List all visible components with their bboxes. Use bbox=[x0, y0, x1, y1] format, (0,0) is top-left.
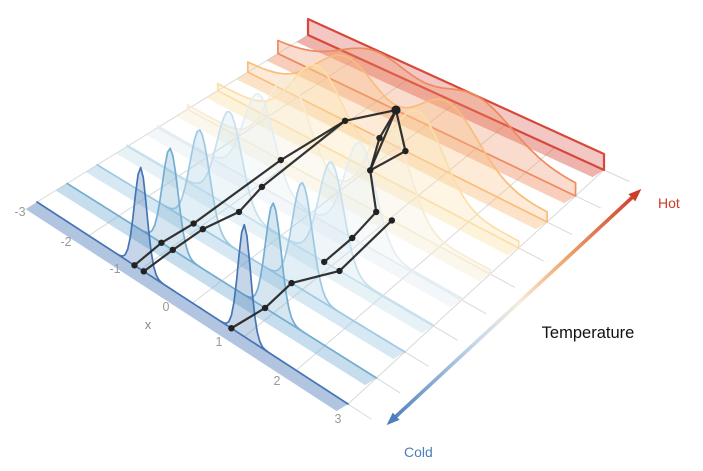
x-axis-ticks: -3 -2 -1 0 1 2 3 bbox=[14, 205, 341, 426]
ridge-shadow-t4 bbox=[146, 127, 462, 308]
trajectory-edge bbox=[369, 169, 378, 214]
ridge-shadow-t8 bbox=[266, 53, 576, 204]
x-tick-label: -3 bbox=[14, 205, 25, 219]
sample-point bbox=[158, 239, 165, 246]
x-tick-label: 1 bbox=[216, 335, 223, 349]
ridge-shadow-t0 bbox=[25, 202, 348, 412]
ridge-shadow-t7 bbox=[236, 72, 548, 230]
trajectory-edge bbox=[323, 236, 354, 264]
sample-point bbox=[190, 220, 197, 227]
trajectory-edge bbox=[133, 241, 163, 267]
trajectory-edge bbox=[290, 269, 341, 285]
sample-point bbox=[391, 105, 401, 115]
grid-column-line bbox=[347, 169, 605, 405]
hot-arrowhead-icon bbox=[628, 188, 642, 202]
sample-point bbox=[258, 183, 266, 191]
x-tick-label: -2 bbox=[60, 235, 71, 249]
grid-column-line bbox=[36, 34, 309, 203]
trajectory-edge bbox=[142, 248, 174, 273]
trajectory-edge bbox=[201, 210, 241, 231]
sample-point bbox=[320, 258, 328, 266]
trajectory-edge bbox=[171, 228, 204, 252]
trajectory-edge bbox=[237, 185, 264, 214]
hot-label: Hot bbox=[658, 195, 680, 211]
sample-point bbox=[402, 147, 409, 155]
axis-labels: x Temperature Hot Cold bbox=[145, 195, 680, 460]
sample-point bbox=[376, 134, 383, 142]
temperature-arrow bbox=[386, 188, 642, 426]
trajectory-edge bbox=[369, 149, 407, 172]
ridge-shadow-t5 bbox=[176, 109, 491, 282]
sample-point bbox=[388, 217, 396, 224]
sample-trajectory bbox=[131, 105, 409, 332]
sample-point bbox=[235, 208, 243, 216]
sample-point bbox=[349, 234, 356, 242]
ridge-shadow-t6 bbox=[206, 90, 519, 256]
grid-column-line bbox=[295, 147, 555, 371]
trajectory-edge bbox=[160, 222, 195, 244]
ridge-shadow-t9 bbox=[296, 35, 604, 178]
sample-point bbox=[131, 262, 138, 269]
cold-arrowhead-icon bbox=[386, 412, 400, 426]
trajectory-edge bbox=[369, 108, 398, 172]
ridge-shadow-t3 bbox=[115, 146, 434, 334]
ridge-curve-t6 bbox=[216, 64, 520, 249]
ridge-shadow-t1 bbox=[55, 183, 377, 386]
temperature-axis-label: Temperature bbox=[542, 324, 635, 342]
sample-point bbox=[373, 208, 380, 216]
trajectory-edge bbox=[394, 108, 407, 153]
ridge-curve-t0 bbox=[36, 166, 349, 405]
ridge-curve-t9 bbox=[306, 17, 606, 172]
temperature-arrow-shaft bbox=[389, 191, 639, 423]
x-tick-label: 2 bbox=[274, 374, 281, 388]
sample-point bbox=[199, 225, 207, 233]
sample-point bbox=[341, 117, 349, 125]
trajectory-edge bbox=[279, 119, 347, 162]
sample-point bbox=[140, 268, 147, 275]
ridge-curve-t3 bbox=[126, 110, 435, 327]
x-tick-label: 3 bbox=[335, 412, 342, 426]
sample-point bbox=[261, 304, 269, 312]
trajectory-edge bbox=[343, 108, 398, 122]
trajectory-edge bbox=[260, 119, 347, 189]
distribution-ridges bbox=[25, 17, 606, 412]
sample-point bbox=[288, 279, 295, 287]
x-tick-label: 0 bbox=[163, 300, 170, 314]
trajectory-edge bbox=[192, 158, 282, 225]
ridge-shadow-t2 bbox=[85, 164, 405, 360]
x-tick-label: -1 bbox=[109, 262, 120, 276]
x-axis-label: x bbox=[145, 317, 152, 332]
trajectory-edge bbox=[338, 219, 393, 273]
trajectory-edge bbox=[263, 281, 293, 310]
sample-point bbox=[277, 156, 285, 164]
sample-point bbox=[336, 267, 343, 275]
ridge-curve-t2 bbox=[96, 129, 406, 353]
ridge-curve-t1 bbox=[66, 147, 378, 379]
cold-label: Cold bbox=[404, 444, 433, 460]
sample-point bbox=[366, 167, 374, 174]
grid-column-line bbox=[192, 102, 457, 304]
ridge-curve-t8 bbox=[277, 39, 577, 197]
sample-point bbox=[169, 246, 176, 254]
trajectory-edge bbox=[230, 306, 267, 330]
sample-point bbox=[228, 325, 235, 332]
trajectory-edge bbox=[351, 210, 378, 240]
